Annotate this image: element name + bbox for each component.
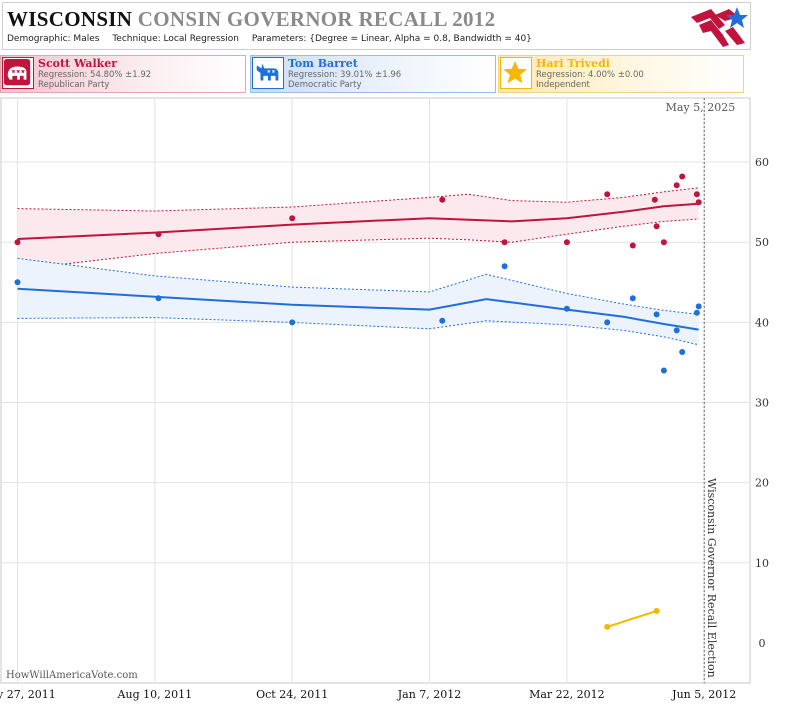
poll-point bbox=[14, 239, 21, 246]
x-tick-label: May 27, 2011 bbox=[0, 688, 56, 701]
y-tick-label: 20 bbox=[755, 477, 769, 490]
y-tick-label: 10 bbox=[755, 557, 769, 570]
candidate-card-walker: Scott Walker Regression: 54.80% ±1.92 Re… bbox=[0, 55, 246, 93]
today-label: May 5, 2025 bbox=[666, 101, 736, 114]
poll-point bbox=[653, 223, 660, 230]
poll-points bbox=[14, 173, 702, 630]
poll-point bbox=[155, 295, 162, 302]
poll-point bbox=[660, 239, 667, 246]
regression-lines bbox=[17, 202, 699, 628]
confidence-band bbox=[17, 187, 699, 270]
star-icon bbox=[500, 57, 532, 89]
site-logo-icon bbox=[691, 7, 748, 47]
x-tick-label: Jan 7, 2012 bbox=[397, 688, 462, 701]
title-year: 2012 bbox=[452, 7, 496, 31]
candidate-name: Tom Barret bbox=[288, 57, 358, 70]
poll-point bbox=[439, 317, 446, 324]
poll-point bbox=[653, 311, 660, 318]
election-label: Wisconsin Governor Recall Election bbox=[705, 478, 718, 678]
chart-header: WISCONSIN CONSIN GOVERNOR RECALL 2012 De… bbox=[2, 2, 751, 50]
poll-point bbox=[679, 173, 686, 180]
x-tick-label: Oct 24, 2011 bbox=[256, 688, 328, 701]
lower-band-line bbox=[17, 317, 699, 346]
y-tick-label: 60 bbox=[755, 156, 769, 169]
poll-point bbox=[289, 319, 296, 326]
grid-lines bbox=[1, 98, 750, 683]
x-tick-label: Jun 5, 2012 bbox=[671, 688, 736, 701]
elephant-icon bbox=[2, 57, 34, 89]
poll-point bbox=[651, 196, 658, 203]
y-tick-label: 30 bbox=[755, 397, 769, 410]
poll-point bbox=[14, 279, 21, 286]
poll-point bbox=[501, 239, 508, 246]
poll-point bbox=[155, 231, 162, 238]
candidate-party: Democratic Party bbox=[288, 80, 362, 90]
technique-label: Technique: Local Regression bbox=[112, 34, 239, 44]
poll-point bbox=[673, 327, 680, 334]
regression-line bbox=[17, 202, 699, 240]
poll-point bbox=[695, 303, 702, 310]
poll-point bbox=[604, 623, 611, 630]
poll-point bbox=[604, 191, 611, 198]
candidate-name: Hari Trivedi bbox=[536, 57, 610, 70]
candidate-card-barret: Tom Barret Regression: 39.01% ±1.96 Demo… bbox=[250, 55, 496, 93]
lower-band-line bbox=[17, 218, 699, 270]
poll-point bbox=[439, 196, 446, 203]
donkey-icon bbox=[252, 57, 284, 89]
poll-point bbox=[563, 239, 570, 246]
poll-point bbox=[679, 349, 686, 355]
poll-point bbox=[501, 263, 508, 270]
poll-point bbox=[673, 182, 680, 189]
parameters-line: Demographic: Males Technique: Local Regr… bbox=[7, 34, 542, 44]
title-race: CONSIN GOVERNOR RECALL bbox=[137, 7, 447, 31]
candidate-name: Scott Walker bbox=[38, 57, 118, 70]
upper-band-line bbox=[17, 187, 699, 212]
demographic-label: Demographic: Males bbox=[7, 34, 100, 44]
candidate-party: Independent bbox=[536, 80, 590, 90]
poll-point bbox=[604, 319, 611, 326]
parameters-label: Parameters: {Degree = Linear, Alpha = 0.… bbox=[251, 34, 532, 44]
candidate-regression: Regression: 39.01% ±1.96 bbox=[288, 70, 402, 80]
candidate-card-trivedi: Hari Trivedi Regression: 4.00% ±0.00 Ind… bbox=[498, 55, 744, 93]
poll-point bbox=[695, 199, 702, 206]
poll-point bbox=[629, 242, 636, 249]
x-tick-label: Mar 22, 2012 bbox=[529, 688, 605, 701]
poll-point bbox=[653, 607, 660, 614]
confidence-band bbox=[17, 258, 699, 345]
y-tick-label: 40 bbox=[755, 316, 769, 329]
candidate-party: Republican Party bbox=[38, 80, 110, 90]
poll-point bbox=[563, 305, 570, 312]
poll-point bbox=[629, 295, 636, 302]
candidate-regression: Regression: 4.00% ±0.00 bbox=[536, 70, 644, 80]
title-state: WISCONSIN bbox=[7, 7, 133, 31]
candidate-regression: Regression: 54.80% ±1.92 bbox=[38, 70, 152, 80]
watermark: HowWillAmericaVote.com bbox=[6, 670, 138, 681]
plot-frame bbox=[0, 97, 751, 684]
regression-line bbox=[606, 609, 657, 628]
chart-title: WISCONSIN CONSIN GOVERNOR RECALL 2012 bbox=[7, 7, 495, 32]
poll-point bbox=[660, 367, 667, 374]
regression-line bbox=[17, 287, 699, 331]
upper-band-line bbox=[17, 257, 699, 315]
poll-point bbox=[693, 309, 700, 316]
poll-point bbox=[289, 215, 296, 222]
y-tick-label: 0 bbox=[759, 637, 766, 650]
confidence-bands bbox=[17, 187, 699, 346]
poll-point bbox=[693, 191, 700, 198]
axis-labels: 0 10 20 30 40 50 60 May 27, 2011 Aug 10, 2011 Oct… bbox=[0, 101, 769, 701]
x-tick-label: Aug 10, 2011 bbox=[117, 688, 193, 701]
y-tick-label: 50 bbox=[755, 236, 769, 249]
